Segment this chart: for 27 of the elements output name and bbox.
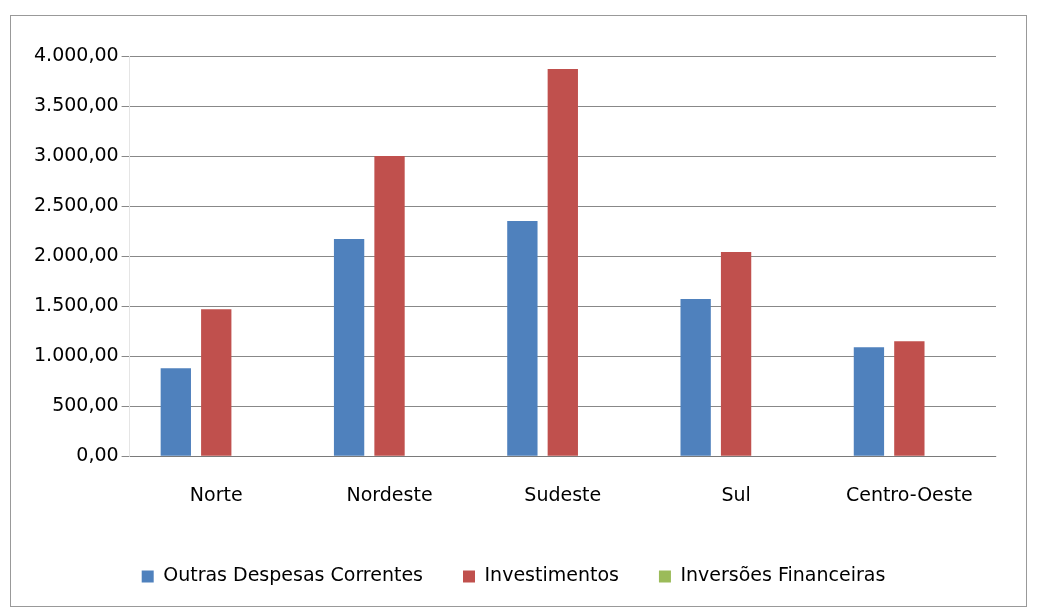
x-tick-label: Sul	[721, 482, 751, 505]
bar	[547, 69, 578, 456]
y-tick-label: 3.000,00	[34, 142, 119, 165]
bar	[894, 341, 925, 456]
y-tick-label: 2.500,00	[34, 193, 119, 216]
y-tick-label: 3.500,00	[34, 92, 119, 115]
x-tick-label: Centro-Oeste	[845, 482, 973, 505]
bar	[720, 252, 752, 456]
bar	[201, 309, 232, 456]
y-tick-label: 0,00	[76, 443, 119, 466]
legend-label: Investimentos	[484, 563, 619, 586]
y-tick-label: 2.000,00	[34, 243, 119, 266]
legend-label: Outras Despesas Correntes	[163, 563, 424, 586]
x-tick-label: Nordeste	[346, 482, 433, 505]
x-tick-label: Sudeste	[524, 482, 602, 505]
y-tick-label: 1.000,00	[34, 343, 119, 366]
bar	[160, 368, 191, 456]
y-tick-label: 4.000,00	[34, 42, 119, 65]
y-tick-label: 1.500,00	[34, 293, 119, 316]
bar	[333, 239, 365, 456]
bar	[374, 156, 405, 456]
legend-label: Inversões Financeiras	[680, 563, 886, 586]
x-tick-label: Norte	[189, 482, 243, 505]
y-tick-label: 500,00	[52, 393, 119, 416]
bar	[853, 347, 885, 456]
bar	[507, 221, 538, 456]
bar	[680, 299, 711, 456]
